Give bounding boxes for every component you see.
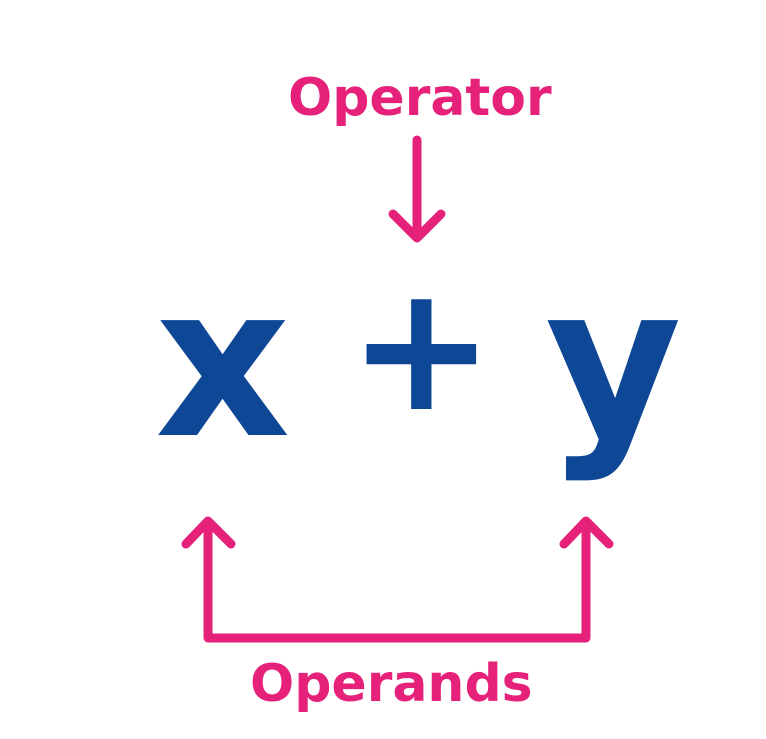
right-operand-arrow <box>559 516 614 549</box>
left-operand-arrow <box>181 516 236 549</box>
right-operand: y <box>545 240 682 485</box>
operator-label: Operator <box>288 68 552 128</box>
operator-symbol: + <box>348 248 495 451</box>
operator-arrow <box>388 135 446 243</box>
operands-bracket <box>203 519 591 643</box>
left-operand: x <box>155 240 291 485</box>
operands-label: Operands <box>250 654 533 714</box>
